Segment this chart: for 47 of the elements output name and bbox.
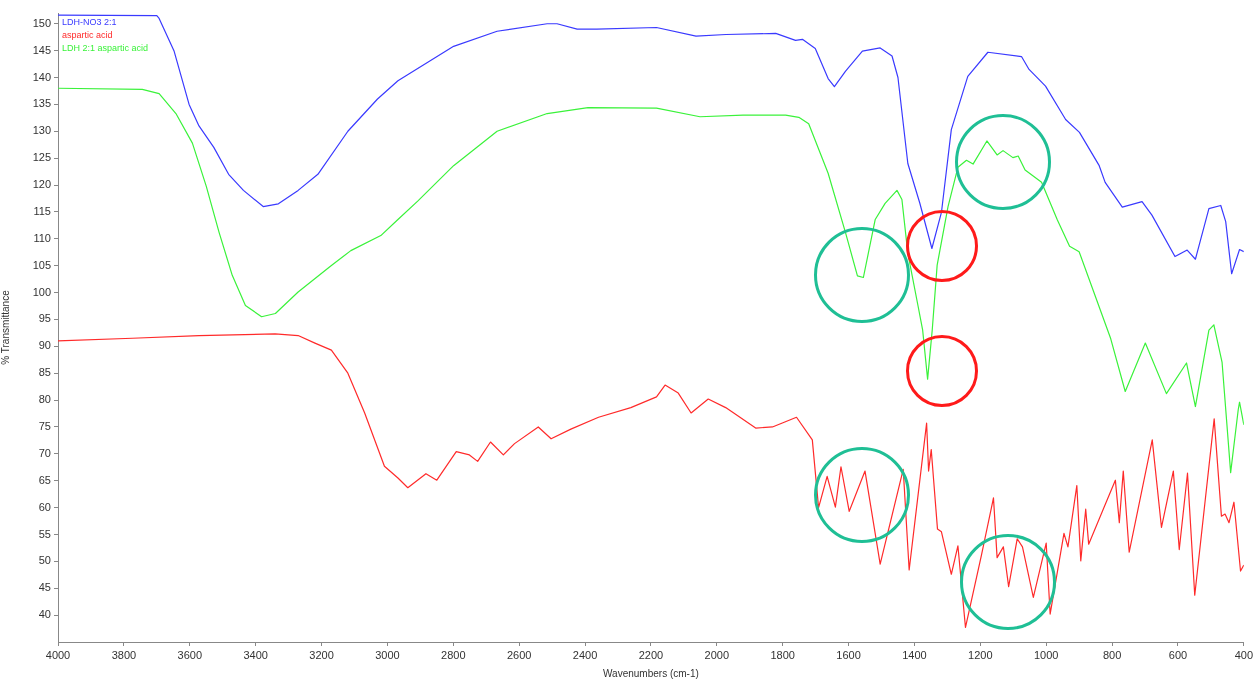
y-tick-label: 120 bbox=[32, 178, 51, 191]
x-tick-label: 600 bbox=[1168, 648, 1188, 661]
x-tick-label: 1800 bbox=[770, 648, 795, 661]
x-tick-label: 3800 bbox=[111, 648, 137, 661]
y-tick-label: 75 bbox=[38, 419, 51, 432]
y-tick-label: 115 bbox=[33, 204, 51, 217]
y-tick-label: 90 bbox=[38, 339, 51, 352]
x-tick-label: 2000 bbox=[704, 648, 730, 661]
y-tick-label: 40 bbox=[38, 608, 51, 621]
y-axis-title: % Transmittance bbox=[0, 289, 11, 365]
y-tick-label: 140 bbox=[32, 70, 51, 83]
text: aspartic acid bbox=[62, 30, 113, 41]
x-tick-label: 1200 bbox=[968, 648, 993, 661]
x-tick-label: 2800 bbox=[441, 648, 466, 661]
y-tick-label: 85 bbox=[38, 366, 51, 379]
y-tick-label: 80 bbox=[38, 393, 51, 406]
x-tick-label: 3000 bbox=[375, 648, 400, 661]
x-tick-label: 3200 bbox=[309, 648, 334, 661]
y-tick-label: 70 bbox=[38, 446, 51, 459]
y-tick-label: 150 bbox=[32, 16, 51, 29]
y-tick-label: 100 bbox=[32, 285, 51, 298]
y-tick-label: 145 bbox=[32, 43, 51, 56]
y-tick-label: 45 bbox=[38, 581, 51, 594]
x-tick-label: 800 bbox=[1102, 648, 1122, 661]
x-tick-label: 2200 bbox=[638, 648, 664, 661]
y-tick-label: 95 bbox=[38, 312, 51, 325]
y-tick-label: 50 bbox=[38, 554, 51, 567]
x-tick-label: 400 bbox=[1234, 648, 1253, 661]
x-tick-label: 3400 bbox=[243, 648, 268, 661]
x-tick-label: 1400 bbox=[902, 648, 927, 661]
y-tick-label: 110 bbox=[33, 231, 51, 244]
x-tick-label: 3600 bbox=[177, 648, 202, 661]
x-tick-label: 1600 bbox=[836, 648, 861, 661]
y-tick-label: 135 bbox=[32, 97, 51, 110]
x-tick-label: 2400 bbox=[572, 648, 598, 661]
series-label: LDH-NO3 2:1 bbox=[62, 17, 117, 28]
y-tick-label: 130 bbox=[32, 124, 51, 137]
y-tick-label: 65 bbox=[38, 473, 51, 486]
x-tick-label: 4000 bbox=[45, 648, 71, 661]
x-axis-title: Wavenumbers (cm-1) bbox=[603, 667, 699, 679]
y-tick-label: 105 bbox=[32, 258, 51, 271]
y-tick-label: 60 bbox=[38, 500, 51, 513]
x-tick-label: 2600 bbox=[506, 648, 532, 661]
text: LDH 2:1 aspartic acid bbox=[62, 43, 149, 54]
x-tick-label: 1000 bbox=[1033, 648, 1059, 661]
y-tick-label: 55 bbox=[38, 527, 51, 540]
y-tick-label: 125 bbox=[32, 151, 51, 164]
